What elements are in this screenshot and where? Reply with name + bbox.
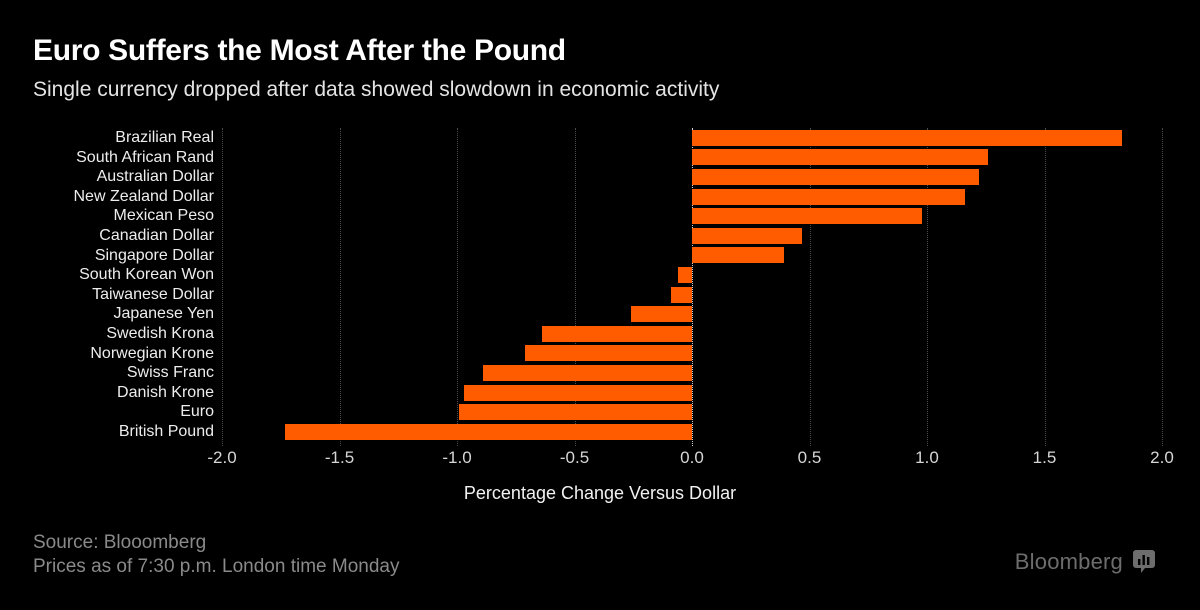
bar-track [222, 148, 1162, 168]
x-tick-label: 1.0 [915, 448, 939, 467]
gridline [574, 128, 576, 446]
x-tick-label: 1.5 [1032, 448, 1057, 467]
x-tick-label: -1.0 [442, 448, 472, 467]
x-tick-label: -2.0 [207, 448, 237, 467]
bar-track [222, 344, 1162, 364]
bar-track [222, 383, 1162, 403]
bar-track [222, 363, 1162, 383]
bar-track [222, 402, 1162, 422]
chart-bar [464, 384, 692, 401]
x-tick-label: 0.0 [680, 448, 704, 467]
y-axis-label: Singapore Dollar [94, 246, 214, 264]
y-axis-label: Canadian Dollar [99, 226, 214, 244]
chart-bar [692, 168, 979, 185]
chart-row: Mexican Peso [0, 206, 1200, 226]
x-tick-label: -0.5 [559, 448, 590, 467]
chart-title: Euro Suffers the Most After the Pound [33, 34, 566, 67]
gridlines [222, 128, 1163, 446]
bar-chart: Brazilian Real South African Rand Australi… [0, 128, 1200, 503]
chart-row: Australian Dollar [0, 167, 1200, 187]
y-axis-label: Brazilian Real [115, 129, 214, 146]
bar-track [222, 206, 1162, 226]
chart-bar [692, 149, 989, 166]
y-axis-label: Norwegian Krone [90, 344, 214, 362]
gridline [339, 128, 341, 446]
chart-bar [482, 364, 692, 381]
chart-row: South African Rand [0, 148, 1200, 168]
chart-bar [692, 129, 1123, 146]
y-axis-label: New Zealand Dollar [73, 187, 214, 205]
x-tick-label: 2.0 [1150, 448, 1174, 467]
chart-rows: Brazilian Real South African Rand Australi… [0, 128, 1200, 442]
chart-row: New Zealand Dollar [0, 187, 1200, 207]
x-tick-label: -1.5 [324, 448, 355, 467]
x-tick-label: 0.5 [797, 448, 822, 467]
chart-bar [670, 286, 692, 303]
y-axis-label: Taiwanese Dollar [92, 285, 214, 303]
bar-track [222, 422, 1162, 442]
chart-row: Norwegian Krone [0, 344, 1200, 364]
zero-gridline [692, 128, 693, 446]
chart-row: South Korean Won [0, 265, 1200, 285]
chart-row: Taiwanese Dollar [0, 285, 1200, 305]
bar-track [222, 187, 1162, 207]
y-axis-label: Japanese Yen [113, 305, 214, 323]
bar-track [222, 226, 1162, 246]
bar-track [222, 167, 1162, 187]
bar-track [222, 304, 1162, 324]
gridline [222, 128, 223, 446]
chart-bar [692, 247, 784, 264]
x-axis-title: Percentage Change Versus Dollar [463, 483, 737, 503]
chart-bar [677, 266, 692, 283]
y-axis-label: Danish Krone [117, 383, 214, 401]
bar-track [222, 128, 1162, 148]
y-axis-label: Swedish Krona [106, 324, 214, 342]
chart-bar [630, 306, 692, 323]
chart-bar [692, 188, 965, 205]
bar-track [222, 285, 1162, 305]
bloomberg-wordmark: Bloomberg [1014, 549, 1123, 574]
bar-track [222, 324, 1162, 344]
chart-row: Japanese Yen [0, 304, 1200, 324]
chart-bar [459, 404, 692, 421]
chart-row: Canadian Dollar [0, 226, 1200, 246]
bloomberg-logo: Bloomberg [1015, 549, 1156, 575]
gridline [927, 128, 928, 446]
y-axis-label: Mexican Peso [113, 207, 215, 225]
chart-bar [541, 325, 692, 342]
chart-row: Euro [0, 402, 1200, 422]
bloomberg-terminal-icon [1132, 549, 1156, 575]
y-axis-label: South African Rand [76, 148, 214, 166]
chart-bar [525, 345, 692, 362]
asof-note: Prices as of 7:30 p.m. London time Monda… [33, 555, 400, 577]
y-axis-label: Australian Dollar [96, 168, 214, 186]
gridline [457, 128, 458, 446]
gridline [1044, 128, 1046, 446]
y-axis-label: Euro [180, 403, 214, 421]
x-axis-tick-labels: -2.0 -1.5 -1.0 -0.5 0.0 0.5 1.0 1.5 2.0 [207, 444, 1173, 467]
gridline [809, 128, 811, 446]
bar-track [222, 246, 1162, 266]
chart-bar [692, 227, 803, 244]
bar-track [222, 265, 1162, 285]
y-axis-label: British Pound [118, 422, 214, 440]
chart-bar [692, 208, 923, 225]
y-axis-label: South Korean Won [79, 266, 214, 284]
chart-row: Danish Krone [0, 383, 1200, 403]
source-note: Source: Blooomberg [33, 532, 207, 553]
chart-row: Swiss Franc [0, 363, 1200, 383]
chart-row: Brazilian Real [0, 128, 1200, 148]
chart-bar [285, 423, 692, 440]
y-axis-label: Swiss Franc [126, 364, 214, 382]
chart-subtitle: Single currency dropped after data showe… [33, 78, 720, 101]
chart-row: Swedish Krona [0, 324, 1200, 344]
gridline [1162, 128, 1163, 446]
footnotes: Source: Blooomberg Prices as of 7:30 p.m… [33, 531, 399, 578]
chart-row: Singapore Dollar [0, 246, 1200, 266]
chart-row: British Pound [0, 422, 1200, 442]
